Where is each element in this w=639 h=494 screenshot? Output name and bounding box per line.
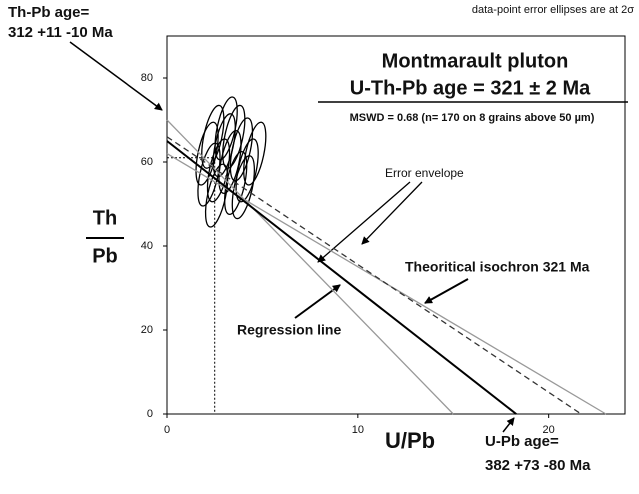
annotation: Theoritical isochron 321 Ma <box>405 259 590 275</box>
error-ellipse <box>201 104 225 169</box>
y-axis-label: Pb <box>92 245 118 267</box>
arrow <box>317 181 411 263</box>
x-axis-label: U/Pb <box>385 428 435 453</box>
error-ellipse <box>229 117 254 182</box>
y-tick-label: 60 <box>141 156 153 168</box>
y-tick-label: 0 <box>147 408 153 420</box>
y-axis-label: Th <box>93 207 117 229</box>
plot-frame <box>166 35 626 415</box>
arrow <box>424 278 469 304</box>
annotation: Th-Pb age= <box>8 4 90 21</box>
y-tick-label: 80 <box>141 72 153 84</box>
note: data-point error ellipses are at 2σ <box>472 4 634 16</box>
series-line <box>166 140 517 415</box>
stats: MSWD = 0.68 (n= 170 on 8 grains above 50… <box>350 112 595 124</box>
y-tick-label: 40 <box>141 240 153 252</box>
error-ellipse <box>243 121 267 186</box>
annotation: 382 +73 -80 Ma <box>485 457 591 474</box>
x-tick-label: 10 <box>352 424 364 436</box>
series-line <box>166 136 582 415</box>
error-ellipse <box>235 138 259 203</box>
annotation: Regression line <box>237 322 341 338</box>
chart-title: Montmarault pluton <box>382 50 569 72</box>
arrow <box>361 181 423 245</box>
x-tick-label: 20 <box>543 424 555 436</box>
annotation: 312 +11 -10 Ma <box>8 24 113 41</box>
series-line <box>166 119 454 415</box>
annotation: Error envelope <box>385 166 464 180</box>
arrow <box>502 417 515 433</box>
error-ellipse <box>231 155 256 220</box>
arrow <box>69 41 163 111</box>
y-tick-label: 20 <box>141 324 153 336</box>
error-ellipse <box>204 163 229 228</box>
annotation: U-Pb age= <box>485 433 559 450</box>
x-tick-label: 0 <box>164 424 170 436</box>
chart-subtitle: U-Th-Pb age = 321 ± 2 Ma <box>350 77 591 99</box>
error-ellipse <box>222 104 246 169</box>
